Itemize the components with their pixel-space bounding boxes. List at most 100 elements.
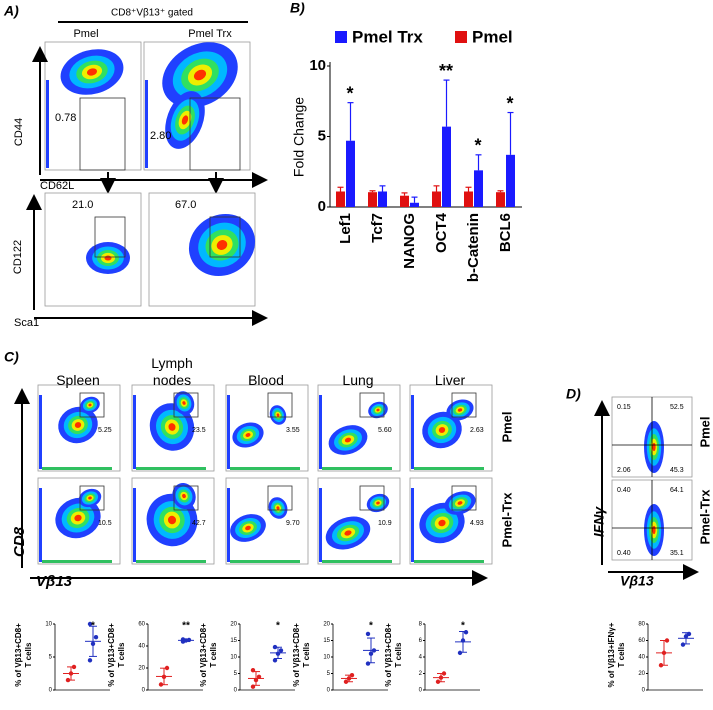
- data-point: [90, 641, 96, 646]
- axis-strip: [42, 560, 112, 563]
- data-point: [686, 631, 692, 637]
- density-blob: [88, 403, 92, 407]
- density-blob: [167, 515, 177, 525]
- axis-strip: [322, 560, 392, 563]
- density-blob: [457, 501, 463, 505]
- row-label: Pmel: [697, 416, 712, 447]
- bar: [432, 191, 441, 207]
- y-tick-label: 0: [327, 688, 331, 694]
- y-tick-label: 15: [323, 638, 330, 644]
- axis-strip: [39, 488, 42, 562]
- data-point: [371, 648, 377, 653]
- axis-strip: [46, 80, 49, 168]
- bar: [474, 170, 483, 207]
- significance: *: [506, 93, 513, 113]
- y-tick-label: 10: [309, 57, 326, 74]
- legend-label: Pmel: [472, 27, 513, 46]
- data-point: [93, 635, 99, 640]
- density-blob: [74, 422, 82, 428]
- gate-title: CD8⁺Vβ13⁺ gated: [111, 8, 193, 19]
- density-blob: [216, 240, 228, 250]
- bar: [378, 191, 387, 207]
- axis-strip: [136, 467, 206, 470]
- data-point: [87, 658, 93, 663]
- gate: [173, 392, 199, 418]
- bar: [410, 202, 419, 207]
- gate-value: 2.80: [150, 130, 171, 142]
- y-tick-label: 0: [49, 688, 53, 694]
- data-point: [68, 671, 74, 676]
- gate: [267, 392, 293, 418]
- y-tick-label: 5: [318, 127, 326, 144]
- axis-strip: [319, 395, 322, 469]
- y-tick-label: 40: [638, 655, 645, 661]
- panel-label: A): [3, 3, 19, 19]
- data-point: [457, 650, 463, 656]
- data-point: [253, 677, 259, 683]
- gate-value: 10.9: [378, 520, 392, 527]
- data-point: [275, 651, 281, 656]
- tissue-label: Blood: [248, 372, 284, 388]
- gate-value: 5.60: [378, 427, 392, 434]
- gate: [359, 485, 385, 511]
- axis-label: CD62L: [40, 180, 74, 192]
- quadrant-value: 52.5: [670, 404, 684, 411]
- axis-strip: [145, 80, 148, 168]
- bar: [346, 140, 355, 207]
- y-axis-label: % of Vβ13+CD8+: [384, 623, 393, 687]
- axis-strip: [42, 467, 112, 470]
- density-blob: [245, 432, 251, 438]
- gate-value: 9.70: [286, 520, 300, 527]
- data-point: [186, 637, 192, 643]
- x-tick-label: OCT4: [433, 212, 450, 253]
- y-tick-label: 0: [234, 688, 238, 694]
- data-point: [161, 674, 167, 679]
- axis-strip: [414, 467, 484, 470]
- density-blob: [344, 530, 352, 536]
- y-axis-label: T cells: [209, 642, 218, 667]
- y-tick-label: 10: [230, 655, 237, 661]
- data-point: [680, 642, 686, 647]
- density-blob: [376, 501, 380, 505]
- significance: *: [369, 621, 373, 632]
- data-point: [463, 630, 469, 635]
- bar: [464, 191, 473, 207]
- data-point: [250, 684, 256, 689]
- panel-label: B): [290, 0, 305, 16]
- y-tick-label: 4: [419, 655, 423, 661]
- data-point: [343, 679, 349, 684]
- quadrant-value: 35.1: [670, 550, 684, 557]
- gate-value: 4.93: [470, 520, 484, 527]
- column-label: Pmel: [73, 28, 98, 40]
- gate: [209, 216, 241, 258]
- y-tick-label: 2: [419, 671, 423, 677]
- gate-value: 3.55: [286, 427, 300, 434]
- legend-swatch: [335, 31, 347, 43]
- y-tick-label: 5: [327, 671, 331, 677]
- axis-strip: [319, 488, 322, 562]
- density-blob: [457, 408, 463, 412]
- y-axis-label: % of Vβ13+CD8+: [199, 623, 208, 687]
- axis-strip: [230, 467, 300, 470]
- significance: *: [276, 621, 280, 632]
- y-axis-label: % of Vβ13+IFNγ+: [607, 622, 616, 687]
- data-point: [438, 675, 444, 680]
- y-tick-label: 10: [323, 655, 330, 661]
- axis-strip: [136, 560, 206, 563]
- density-blob: [182, 493, 186, 499]
- significance: **: [439, 61, 453, 81]
- tissue-label: Lymph nodes: [151, 355, 193, 388]
- data-point: [683, 634, 689, 639]
- significance: *: [461, 621, 465, 632]
- tissue-label: Lung: [342, 372, 374, 388]
- y-tick-label: 60: [138, 622, 145, 628]
- y-axis-label: Fold Change: [291, 97, 307, 177]
- density-blob: [104, 255, 112, 261]
- quadrant-value: 2.06: [617, 467, 631, 474]
- y-axis-label: T cells: [24, 642, 33, 667]
- density-blob: [86, 68, 98, 76]
- axis-label: Vβ13: [36, 573, 73, 590]
- data-point: [65, 677, 71, 683]
- y-tick-label: 40: [138, 644, 145, 650]
